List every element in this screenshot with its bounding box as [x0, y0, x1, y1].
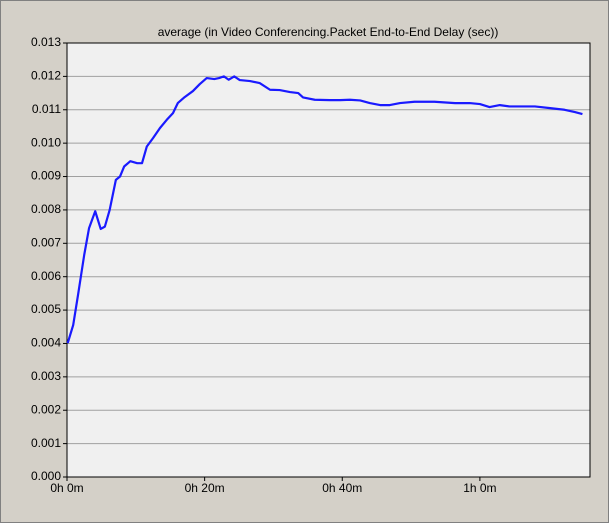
- y-tick-label: 0.013: [31, 35, 61, 49]
- x-tick-label: 0h 20m: [185, 481, 225, 495]
- x-tick-label: 1h 0m: [463, 481, 496, 495]
- y-tick-label: 0.011: [32, 102, 61, 116]
- plot-border: [66, 42, 591, 478]
- y-tick-label: 0.001: [31, 436, 61, 450]
- y-tick-label: 0.004: [31, 336, 61, 350]
- y-tick-label: 0.007: [31, 235, 61, 249]
- y-tick-label: 0.012: [31, 69, 61, 83]
- y-tick-label: 0.008: [31, 202, 61, 216]
- y-tick-label: 0.010: [31, 135, 61, 149]
- y-tick-label: 0.000: [31, 469, 61, 483]
- y-tick-label: 0.006: [31, 269, 61, 283]
- x-tick-label: 0h 40m: [322, 481, 362, 495]
- data-line: [66, 75, 583, 344]
- y-tick-label: 0.003: [31, 369, 61, 383]
- y-tick-label: 0.005: [31, 302, 61, 316]
- x-tick-label: 0h 0m: [50, 481, 83, 495]
- y-tick-label: 0.002: [31, 402, 61, 416]
- plot-area: [67, 43, 590, 477]
- y-tick-label: 0.009: [31, 169, 61, 183]
- chart-title: average (in Video Conferencing.Packet En…: [158, 25, 499, 39]
